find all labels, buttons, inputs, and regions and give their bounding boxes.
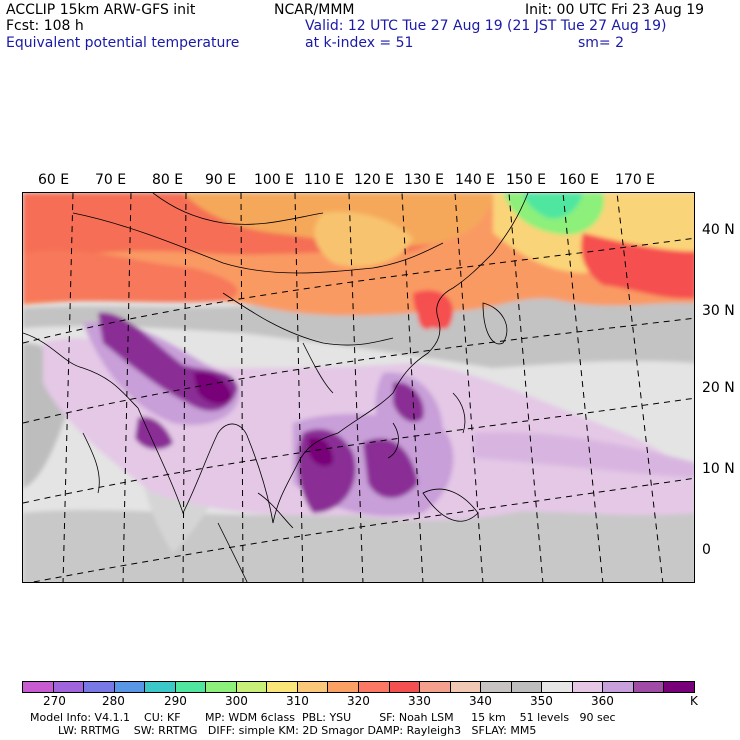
model-info-line2: LW: RRTMG SW: RRTMG DIFF: simple KM: 2D … xyxy=(58,724,537,737)
model-title: ACCLIP 15km ARW-GFS init xyxy=(6,2,196,18)
lon-label: 80 E xyxy=(152,172,184,188)
colorbar-tick: 320 xyxy=(347,694,370,708)
colorbar-segment xyxy=(84,682,115,692)
colorbar-segment xyxy=(633,682,665,692)
field-shading xyxy=(23,193,694,582)
coastlines xyxy=(23,193,529,582)
colorbar-segment xyxy=(664,682,695,692)
lon-label: 70 E xyxy=(95,172,127,188)
theta-e-map xyxy=(22,192,695,583)
valid-time: Valid: 12 UTC Tue 27 Aug 19 (21 JST Tue … xyxy=(305,18,667,34)
lon-label: 170 E xyxy=(615,172,656,188)
colorbar xyxy=(22,681,695,693)
map-canvas xyxy=(23,193,694,582)
lon-label: 60 E xyxy=(38,172,70,188)
colorbar-tick: 360 xyxy=(591,694,614,708)
colorbar-segment xyxy=(267,682,298,692)
colorbar-segment xyxy=(145,682,176,692)
smoothing-label: sm= 2 xyxy=(578,35,625,51)
colorbar-tick: 310 xyxy=(286,694,309,708)
organization-label: NCAR/MMM xyxy=(274,2,355,18)
model-info-line1: Model Info: V4.1.1 CU: KF MP: WDM 6class… xyxy=(30,711,616,724)
lon-label: 140 E xyxy=(455,172,496,188)
colorbar-tick: 350 xyxy=(530,694,553,708)
lon-label: 100 E xyxy=(254,172,295,188)
lon-label: 110 E xyxy=(304,172,345,188)
colorbar-tick: 330 xyxy=(408,694,431,708)
colorbar-unit: K xyxy=(690,694,698,708)
lat-label: 30 N xyxy=(702,303,735,319)
lon-label: 90 E xyxy=(205,172,237,188)
colorbar-segment xyxy=(206,682,237,692)
lon-label: 150 E xyxy=(506,172,547,188)
colorbar-segment xyxy=(511,682,543,692)
colorbar-segment xyxy=(359,682,390,692)
colorbar-segment xyxy=(481,682,512,692)
lon-label: 160 E xyxy=(559,172,600,188)
colorbar-segment xyxy=(297,682,329,692)
forecast-hour: Fcst: 108 h xyxy=(6,18,84,34)
colorbar-segment xyxy=(542,682,573,692)
colorbar-tick: 300 xyxy=(225,694,248,708)
init-time: Init: 00 UTC Fri 23 Aug 19 xyxy=(525,2,705,18)
colorbar-segment xyxy=(572,682,604,692)
lat-label: 40 N xyxy=(702,222,735,238)
colorbar-segment xyxy=(603,682,634,692)
lon-label: 120 E xyxy=(354,172,395,188)
colorbar-segment xyxy=(175,682,207,692)
colorbar-segment xyxy=(420,682,451,692)
colorbar-segment xyxy=(23,682,54,692)
colorbar-tick: 280 xyxy=(102,694,125,708)
graticule xyxy=(23,193,694,582)
colorbar-tick: 340 xyxy=(469,694,492,708)
colorbar-segment xyxy=(53,682,85,692)
colorbar-segment xyxy=(114,682,146,692)
colorbar-segment xyxy=(328,682,360,692)
colorbar-segment xyxy=(450,682,482,692)
lat-label: 0 xyxy=(702,542,711,558)
lat-label: 20 N xyxy=(702,380,735,396)
colorbar-segment xyxy=(236,682,268,692)
colorbar-tick: 290 xyxy=(164,694,187,708)
colorbar-segment xyxy=(389,682,421,692)
colorbar-tick: 270 xyxy=(43,694,66,708)
lat-label: 10 N xyxy=(702,461,735,477)
lon-label: 130 E xyxy=(404,172,445,188)
level-label: at k-index = 51 xyxy=(305,35,414,51)
field-name: Equivalent potential temperature xyxy=(6,35,240,51)
